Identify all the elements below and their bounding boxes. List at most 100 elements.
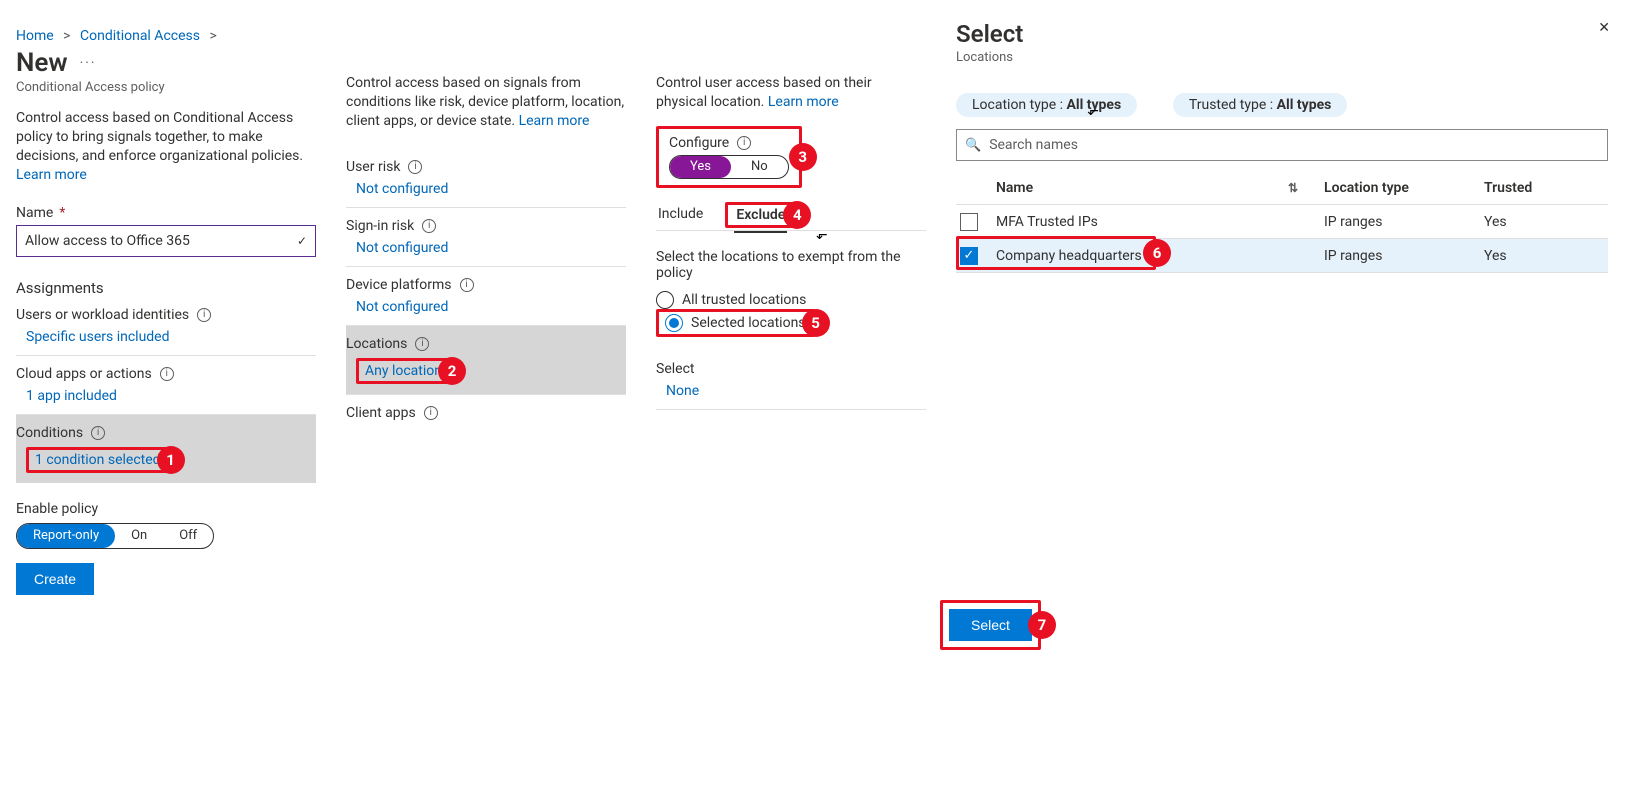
device-platforms-label: Device platforms [346,277,452,293]
device-platforms-value[interactable]: Not configured [356,299,448,315]
filter-location-type[interactable]: Location type : All types [956,93,1137,117]
page-description: Control access based on Conditional Acce… [16,110,303,164]
callout-6: 6 [956,236,1156,270]
callout-7: Select 7 [940,600,1041,650]
row-trusted: Yes [1484,248,1604,264]
col-name[interactable]: Name [996,180,1288,196]
callout-badge: 7 [1028,611,1056,639]
panel-title: Select [956,20,1608,48]
filter-trusted-type[interactable]: Trusted type : All types [1173,93,1347,117]
locations-table: Name ⇅ Location type Trusted MFA Trusted… [956,171,1608,273]
name-input[interactable]: Allow access to Office 365 ✓ [16,225,316,257]
row-name: MFA Trusted IPs [996,214,1288,230]
configure-no[interactable]: No [731,156,788,178]
enable-policy-label: Enable policy [16,501,316,517]
user-risk-value[interactable]: Not configured [356,181,448,197]
table-header: Name ⇅ Location type Trusted [956,171,1608,205]
panel-subtitle: Locations [956,50,1608,65]
chevron-right-icon: > [203,28,222,44]
sort-icon[interactable]: ⇅ [1288,181,1324,195]
info-icon[interactable]: i [415,337,429,351]
client-apps-label: Client apps [346,405,416,421]
info-icon[interactable]: i [460,278,474,292]
toggle-off[interactable]: Off [163,524,213,548]
assignments-heading: Assignments [16,279,316,297]
search-input[interactable]: 🔍 Search names [956,129,1608,161]
table-row[interactable]: 6 ✓ Company headquarters IP ranges Yes [956,239,1608,273]
search-icon: 🔍 [965,138,981,153]
radio-icon [656,291,674,309]
select-button[interactable]: Select [949,609,1032,641]
toggle-report-only[interactable]: Report-only [17,524,115,548]
locations-value[interactable]: Any location [365,363,442,379]
row-trusted: Yes [1484,214,1604,230]
callout-3: Configure i Yes No 3 [656,126,802,188]
select-value[interactable]: None [666,383,699,399]
radio-selected-label: Selected locations [691,315,806,331]
required-icon: * [59,205,65,221]
table-row[interactable]: MFA Trusted IPs IP ranges Yes [956,205,1608,239]
more-icon[interactable]: ··· [80,55,97,71]
info-icon[interactable]: i [422,219,436,233]
col-trusted[interactable]: Trusted [1484,180,1604,196]
callout-badge: 3 [789,143,817,171]
breadcrumb-conditional-access[interactable]: Conditional Access [80,28,200,44]
pill-value: All types [1277,97,1332,113]
locations-description: Control user access based on their physi… [656,75,872,110]
conditions-value[interactable]: 1 condition selected [35,452,161,468]
info-icon[interactable]: i [197,308,211,322]
info-icon[interactable]: i [160,367,174,381]
row-type: IP ranges [1324,248,1484,264]
signin-risk-label: Sign-in risk [346,218,414,234]
radio-all-trusted[interactable]: All trusted locations [656,291,926,309]
users-value[interactable]: Specific users included [26,329,170,345]
info-icon[interactable]: i [408,160,422,174]
info-icon[interactable]: i [91,426,105,440]
pill-key: Location type : [972,97,1066,113]
callout-1: 1 condition selected 1 [26,447,170,473]
breadcrumb: Home > Conditional Access > [16,10,316,48]
configure-yes[interactable]: Yes [670,156,731,178]
callout-5: Selected locations 5 [656,309,815,337]
tab-include[interactable]: Include [656,202,705,230]
row-type: IP ranges [1324,214,1484,230]
callout-badge: 5 [802,309,830,337]
page-subtitle: Conditional Access policy [16,80,316,95]
close-icon[interactable]: ✕ [1598,20,1610,36]
check-icon: ✓ [297,234,307,248]
col-type[interactable]: Location type [1324,180,1484,196]
learn-more-link[interactable]: Learn more [768,94,839,110]
apps-value[interactable]: 1 app included [26,388,117,404]
callout-badge: 1 [157,446,185,474]
callout-badge: 4 [783,201,811,229]
locations-label: Locations [346,336,407,352]
info-icon[interactable]: i [424,406,438,420]
tab-exclude[interactable]: Exclude [734,203,787,233]
apps-label: Cloud apps or actions [16,366,152,382]
user-risk-label: User risk [346,159,400,175]
conditions-label: Conditions [16,425,83,441]
checkbox-icon[interactable] [960,213,978,231]
create-button[interactable]: Create [16,563,94,595]
breadcrumb-home[interactable]: Home [16,28,54,44]
configure-toggle[interactable]: Yes No [669,155,789,179]
pill-value: All types [1066,97,1121,113]
configure-label: Configure [669,135,729,151]
radio-selected-locations[interactable]: Selected locations [665,314,806,332]
callout-2: Any location 2 [356,358,451,384]
exclude-hint: Select the locations to exempt from the … [656,249,926,281]
radio-all-trusted-label: All trusted locations [682,292,806,308]
chevron-right-icon: > [57,28,76,44]
radio-icon [665,314,683,332]
name-value: Allow access to Office 365 [25,233,190,249]
pill-key: Trusted type : [1189,97,1277,113]
users-label: Users or workload identities [16,307,189,323]
learn-more-link[interactable]: Learn more [519,113,590,129]
learn-more-link[interactable]: Learn more [16,167,87,183]
signin-risk-value[interactable]: Not configured [356,240,448,256]
callout-badge: 6 [1143,239,1171,267]
enable-policy-toggle[interactable]: Report-only On Off [16,523,214,549]
select-label: Select [656,361,926,377]
toggle-on[interactable]: On [115,524,163,548]
info-icon[interactable]: i [737,136,751,150]
